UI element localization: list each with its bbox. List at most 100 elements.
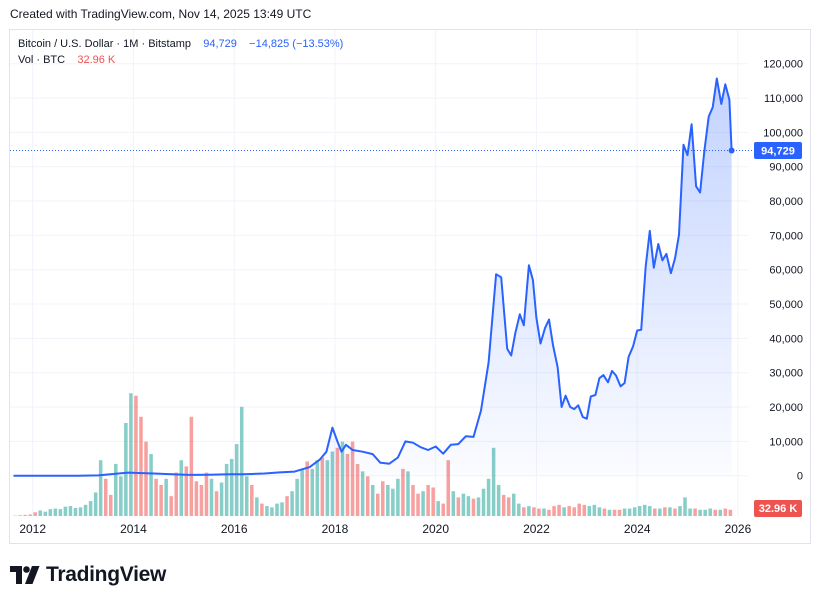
volume-bar bbox=[416, 493, 420, 516]
volume-bar bbox=[723, 508, 728, 516]
volume-bar bbox=[466, 496, 471, 516]
volume-bar bbox=[663, 507, 667, 516]
volume-bar bbox=[461, 493, 466, 516]
volume-bar bbox=[517, 503, 521, 516]
volume-bar bbox=[511, 493, 516, 516]
volume-bar bbox=[335, 447, 340, 516]
volume-bar bbox=[431, 487, 435, 516]
volume-bar bbox=[668, 507, 672, 516]
volume-bar bbox=[33, 512, 37, 516]
y-tick-label: 50,000 bbox=[769, 299, 803, 311]
price-line bbox=[13, 77, 733, 477]
volume-bar bbox=[396, 478, 400, 516]
volume-bar bbox=[653, 508, 657, 516]
volume-bar bbox=[436, 501, 440, 516]
volume-bar bbox=[572, 507, 576, 516]
y-tick-label: 20,000 bbox=[769, 402, 803, 414]
volume-bar bbox=[325, 460, 330, 516]
volume-bar bbox=[310, 468, 315, 516]
volume-bar bbox=[562, 507, 566, 516]
y-tick-label: 0 bbox=[797, 471, 803, 483]
volume-bar bbox=[637, 506, 642, 516]
y-tick-label: 60,000 bbox=[769, 265, 803, 277]
volume-bar bbox=[421, 491, 425, 516]
volume-bar bbox=[547, 509, 551, 516]
volume-bar bbox=[617, 509, 622, 516]
volume-bars bbox=[13, 393, 733, 516]
volume-bar bbox=[169, 496, 173, 516]
volume-bar bbox=[98, 460, 103, 516]
chart-legend: Bitcoin / U.S. Dollar · 1M · Bitstamp 94… bbox=[18, 36, 343, 68]
volume-bar bbox=[134, 395, 138, 516]
y-tick-label: 90,000 bbox=[769, 162, 803, 174]
volume-bar bbox=[648, 506, 652, 516]
volume-bar bbox=[683, 497, 687, 516]
tradingview-logo[interactable]: TradingView bbox=[10, 563, 166, 587]
volume-bar bbox=[597, 507, 602, 516]
x-tick-label: 2022 bbox=[523, 522, 550, 536]
volume-bar bbox=[532, 507, 536, 516]
volume-bar bbox=[108, 494, 113, 516]
volume-bar bbox=[214, 491, 219, 516]
y-tick-label: 80,000 bbox=[769, 196, 803, 208]
volume-bar bbox=[577, 503, 582, 516]
volume-bar bbox=[43, 511, 48, 516]
volume-bar bbox=[119, 476, 123, 516]
volume-bar bbox=[154, 478, 158, 516]
legend-symbol: Bitcoin / U.S. Dollar · 1M · Bitstamp bbox=[18, 38, 191, 50]
volume-bar bbox=[567, 506, 571, 516]
volume-bar bbox=[285, 496, 289, 516]
tradingview-logo-text: TradingView bbox=[46, 563, 167, 586]
volume-bar bbox=[305, 461, 309, 516]
volume-bar bbox=[93, 492, 98, 516]
y-tick-label: 120,000 bbox=[763, 59, 803, 71]
volume-bar bbox=[713, 509, 718, 516]
y-tick-label: 100,000 bbox=[763, 127, 803, 139]
x-tick-label: 2024 bbox=[624, 522, 651, 536]
volume-bar bbox=[129, 393, 133, 516]
x-tick-label: 2026 bbox=[725, 522, 752, 536]
volume-bar bbox=[456, 497, 461, 516]
volume-bar bbox=[174, 472, 179, 516]
volume-bar bbox=[537, 508, 541, 516]
volume-bar bbox=[184, 466, 189, 516]
volume-bar bbox=[23, 514, 27, 516]
y-tick-label: 40,000 bbox=[769, 333, 803, 345]
volume-bar bbox=[522, 507, 526, 516]
volume-bar bbox=[245, 476, 249, 516]
legend-volume-row[interactable]: Vol · BTC 32.96 K bbox=[18, 52, 343, 68]
volume-bar bbox=[114, 463, 118, 516]
volume-bar bbox=[234, 444, 239, 516]
volume-bar bbox=[53, 508, 58, 516]
volume-bar bbox=[38, 510, 42, 516]
x-tick-label: 2020 bbox=[422, 522, 449, 536]
volume-bar bbox=[642, 504, 647, 516]
volume-bar bbox=[78, 507, 83, 516]
volume-bar bbox=[693, 508, 697, 516]
y-tick-label: 10,000 bbox=[769, 436, 803, 448]
volume-bar bbox=[48, 509, 53, 516]
x-tick-label: 2016 bbox=[221, 522, 248, 536]
legend-symbol-row[interactable]: Bitcoin / U.S. Dollar · 1M · Bitstamp 94… bbox=[18, 36, 343, 52]
volume-bar bbox=[360, 471, 365, 516]
volume-bar bbox=[622, 508, 627, 516]
last-price-value: 94,729 bbox=[761, 145, 795, 157]
volume-bar bbox=[728, 509, 733, 516]
volume-bar bbox=[73, 507, 78, 516]
volume-bar bbox=[406, 471, 410, 516]
x-tick-label: 2018 bbox=[322, 522, 349, 536]
y-tick-label: 30,000 bbox=[769, 368, 803, 380]
volume-bar bbox=[386, 485, 390, 516]
volume-bar bbox=[265, 506, 269, 516]
volume-bar bbox=[481, 488, 486, 516]
volume-bar bbox=[18, 515, 22, 516]
volume-bar bbox=[300, 468, 304, 516]
volume-bar bbox=[411, 485, 415, 516]
volume-value-tag: 32.96 K bbox=[759, 503, 798, 515]
volume-bar bbox=[391, 488, 395, 516]
tradingview-logo-icon bbox=[10, 566, 40, 584]
volume-bar bbox=[446, 460, 451, 516]
volume-bar bbox=[124, 423, 128, 516]
volume-bar bbox=[471, 498, 476, 516]
